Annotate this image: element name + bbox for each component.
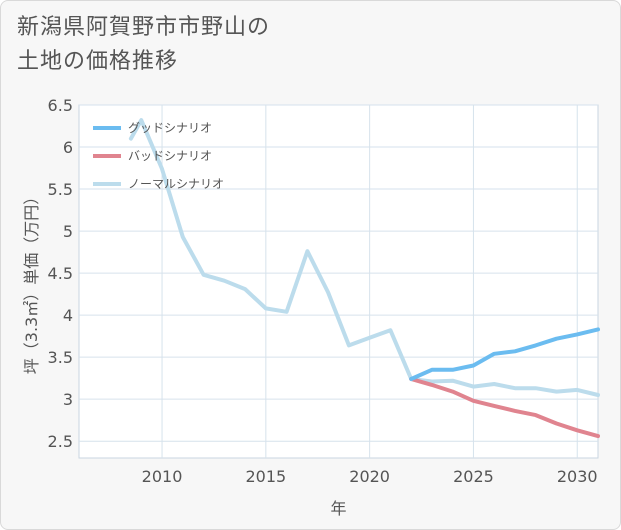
y-tick-label: 5	[63, 222, 73, 241]
x-tick-label: 2025	[453, 467, 494, 486]
y-tick-label: 2.5	[48, 432, 73, 451]
x-tick-label: 2015	[245, 467, 286, 486]
y-tick-label: 4	[63, 306, 73, 325]
y-tick-label: 3	[63, 390, 73, 409]
series-lines	[128, 118, 600, 439]
y-tick-label: 5.5	[48, 180, 73, 199]
series-line-3	[128, 118, 600, 397]
legend-label: ノーマルシナリオ	[128, 177, 224, 191]
series-line-1	[409, 327, 600, 381]
series-line-2	[409, 377, 600, 439]
axis-ticks: 2.5 3 3.5 4 4.5 5 5.5 6 6.5 2010 2015 2020 2025 2030	[48, 96, 598, 486]
y-tick-label: 4.5	[48, 264, 73, 283]
grid-lines	[78, 104, 599, 459]
x-tick-label: 2010	[142, 467, 183, 486]
y-tick-label: 6.5	[48, 96, 73, 115]
y-tick-label: 3.5	[48, 348, 73, 367]
x-tick-label: 2020	[349, 467, 390, 486]
y-tick-label: 6	[63, 138, 73, 157]
y-axis-title: 坪（3.3㎡）単価（万円）	[22, 189, 41, 374]
legend-label: バッドシナリオ	[128, 149, 212, 163]
x-axis-title: 年	[330, 499, 346, 518]
chart-title: 新潟県阿賀野市市野山の 土地の価格推移	[17, 15, 271, 74]
x-tick-label: 2030	[557, 467, 598, 486]
legend-label: グッドシナリオ	[128, 121, 212, 135]
